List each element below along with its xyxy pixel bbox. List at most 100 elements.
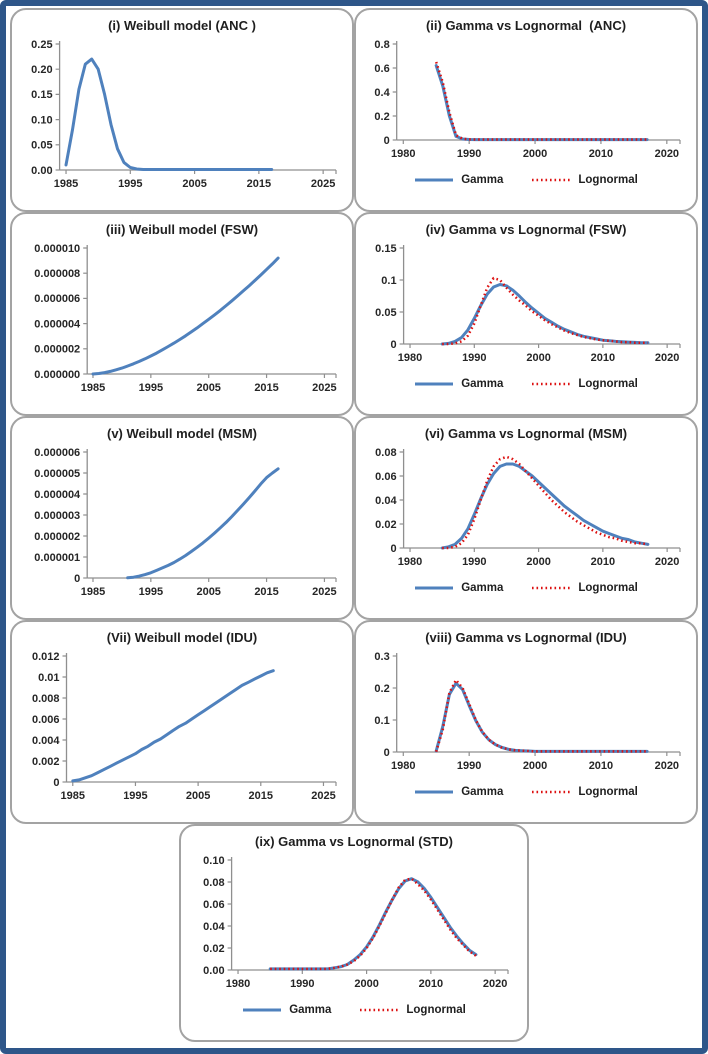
svg-text:1990: 1990: [462, 556, 486, 568]
gamma-solid-line-icon: [243, 1008, 282, 1012]
legend-lognormal: Lognormal: [531, 786, 638, 798]
chart-plot: 0 0.002 0.004 0.006 0.008 0.01 0.012 1985 1995 20…: [32, 651, 337, 802]
chart-plot: 0 0.05 0.1 0.15 1980 1990 2000 2010 2020: [375, 243, 681, 364]
svg-text:1990: 1990: [457, 148, 481, 160]
panel-v: (v) Weibull model (MSM) 0 0.000001 0.00000…: [10, 416, 354, 620]
chart-title: (iv) Gamma vs Lognormal (FSW): [425, 222, 627, 237]
gamma-solid-line-icon: [415, 790, 454, 794]
svg-text:0: 0: [53, 777, 59, 789]
chart-legend: Gamma Lognormal: [414, 168, 638, 192]
svg-text:0: 0: [74, 573, 80, 585]
svg-text:0.10: 0.10: [203, 855, 224, 867]
svg-text:2010: 2010: [589, 148, 613, 160]
svg-text:0.6: 0.6: [374, 63, 389, 75]
chart-plot: 0 0.02 0.04 0.06 0.08 1980 1990 2000 2010 2020: [375, 447, 681, 568]
svg-text:2025: 2025: [312, 586, 336, 598]
svg-text:0.000006: 0.000006: [34, 447, 80, 459]
svg-text:0.000003: 0.000003: [34, 510, 80, 522]
svg-text:0.15: 0.15: [31, 89, 52, 101]
svg-text:2000: 2000: [523, 148, 547, 160]
svg-text:2015: 2015: [247, 178, 271, 190]
svg-text:0: 0: [384, 747, 390, 759]
svg-text:2020: 2020: [655, 556, 679, 568]
svg-text:0.00: 0.00: [203, 965, 224, 977]
svg-text:1985: 1985: [54, 178, 78, 190]
svg-text:1990: 1990: [462, 352, 486, 364]
chart-legend: Gamma Lognormal: [242, 998, 466, 1022]
svg-text:0.00: 0.00: [31, 165, 52, 177]
legend-lognormal: Lognormal: [531, 378, 638, 391]
svg-text:0: 0: [390, 339, 396, 351]
svg-text:0.000006: 0.000006: [34, 293, 80, 305]
chart-title: (viii) Gamma vs Lognormal (IDU): [425, 630, 627, 645]
legend-gamma: Gamma: [414, 582, 503, 594]
svg-text:0.000010: 0.000010: [34, 243, 80, 255]
svg-text:0.000002: 0.000002: [34, 531, 80, 543]
svg-text:0.004: 0.004: [32, 735, 60, 747]
chart-plot: 0 0.000001 0.000002 0.000003 0.000004 0.00000…: [34, 447, 336, 598]
legend-gamma: Gamma: [414, 786, 503, 798]
svg-text:0.01: 0.01: [38, 672, 59, 684]
chart-title: (v) Weibull model (MSM): [107, 426, 257, 441]
chart-title: (i) Weibull model (ANC ): [108, 18, 256, 33]
legend-label: Lognormal: [578, 174, 638, 187]
lognormal-dotted-line-icon: [360, 1009, 399, 1012]
chart-title: (Vii) Weibull model (IDU): [106, 630, 258, 645]
panel-vii: (Vii) Weibull model (IDU) 0 0.002 0.004 0.0…: [10, 620, 354, 824]
svg-text:0.04: 0.04: [203, 921, 225, 933]
svg-text:0.4: 0.4: [374, 87, 390, 99]
legend-gamma: Gamma: [414, 378, 503, 390]
legend-label: Lognormal: [578, 582, 638, 595]
svg-text:0.08: 0.08: [203, 877, 224, 889]
svg-text:0.02: 0.02: [375, 519, 396, 531]
lognormal-dotted-line-icon: [532, 383, 571, 386]
legend-label: Gamma: [461, 174, 504, 187]
chart-legend: Gamma Lognormal: [414, 576, 638, 600]
svg-text:0.000008: 0.000008: [34, 268, 80, 280]
svg-text:1985: 1985: [81, 586, 105, 598]
chart-plot: 0 0.1 0.2 0.3 1980 1990 2000 2010 2020: [374, 651, 681, 772]
svg-text:0.08: 0.08: [375, 447, 396, 459]
svg-text:0.25: 0.25: [31, 39, 52, 51]
svg-text:2020: 2020: [655, 352, 679, 364]
svg-text:0.06: 0.06: [375, 471, 396, 483]
chart-plot: 0.00 0.05 0.10 0.15 0.20 0.25 1985 1995 2005 2015…: [31, 39, 337, 190]
svg-text:2025: 2025: [312, 382, 336, 394]
svg-text:0: 0: [384, 135, 390, 147]
svg-text:0.10: 0.10: [31, 115, 52, 127]
legend-gamma: Gamma: [242, 1004, 331, 1016]
svg-text:2005: 2005: [196, 382, 220, 394]
svg-text:2015: 2015: [254, 382, 278, 394]
gamma-solid-line-icon: [415, 586, 454, 590]
legend-label: Lognormal: [578, 378, 638, 391]
svg-text:1990: 1990: [290, 978, 314, 990]
svg-text:0.15: 0.15: [375, 243, 396, 255]
svg-text:1980: 1980: [391, 760, 415, 772]
svg-text:2020: 2020: [655, 760, 679, 772]
svg-text:2010: 2010: [419, 978, 443, 990]
chart-legend: Gamma Lognormal: [414, 780, 638, 804]
svg-text:2000: 2000: [526, 556, 550, 568]
svg-text:0.05: 0.05: [31, 140, 52, 152]
panel-ix: (ix) Gamma vs Lognormal (STD) 0.00 0.02 0.…: [179, 824, 529, 1042]
lognormal-dotted-line-icon: [532, 791, 571, 794]
lognormal-dotted-line-icon: [532, 587, 571, 590]
svg-text:1995: 1995: [118, 178, 142, 190]
svg-text:0.000000: 0.000000: [34, 369, 80, 381]
svg-text:1995: 1995: [139, 586, 163, 598]
gamma-solid-line-icon: [415, 178, 454, 182]
chart-legend: Gamma Lognormal: [414, 372, 638, 396]
lognormal-dotted-line-icon: [532, 179, 571, 182]
svg-text:1980: 1980: [391, 148, 415, 160]
legend-label: Gamma: [461, 786, 504, 799]
svg-text:1995: 1995: [139, 382, 163, 394]
svg-text:1980: 1980: [398, 556, 422, 568]
legend-lognormal: Lognormal: [531, 174, 638, 187]
svg-text:0.000002: 0.000002: [34, 344, 80, 356]
svg-text:2000: 2000: [523, 760, 547, 772]
legend-label: Lognormal: [406, 1004, 466, 1017]
chart-plot: 0.00 0.02 0.04 0.06 0.08 0.10 1980 1990 2000 2010…: [203, 855, 509, 990]
svg-text:2020: 2020: [655, 148, 679, 160]
svg-text:0.3: 0.3: [374, 651, 389, 663]
